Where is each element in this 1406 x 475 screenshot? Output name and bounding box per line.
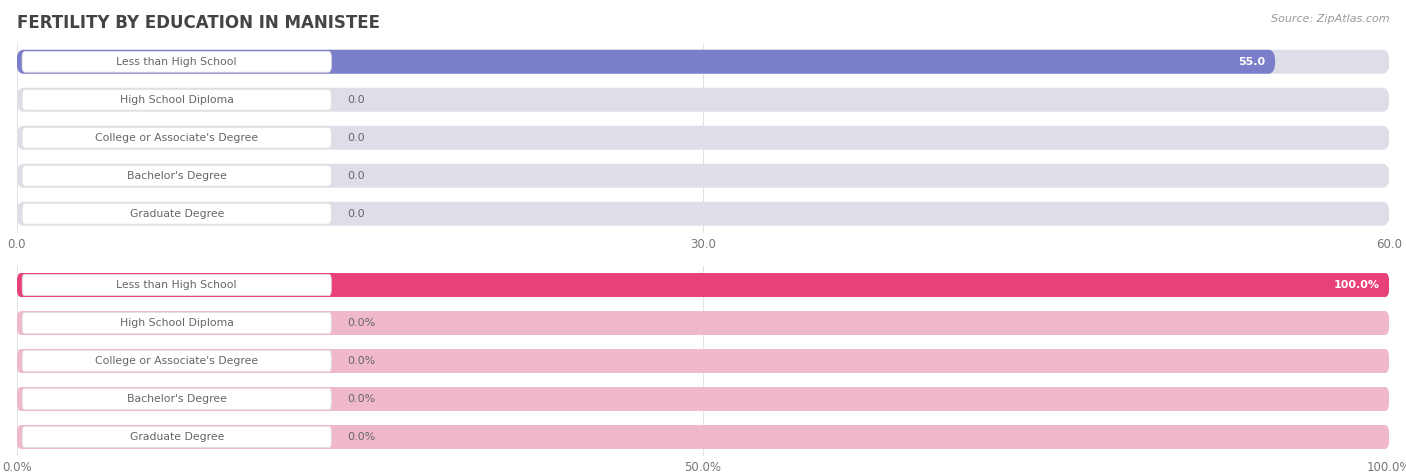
Text: College or Associate's Degree: College or Associate's Degree xyxy=(96,133,259,143)
FancyBboxPatch shape xyxy=(22,203,332,224)
Text: High School Diploma: High School Diploma xyxy=(120,95,233,105)
Text: Bachelor's Degree: Bachelor's Degree xyxy=(127,394,226,404)
FancyBboxPatch shape xyxy=(22,89,332,110)
FancyBboxPatch shape xyxy=(22,389,332,409)
Text: 0.0: 0.0 xyxy=(347,133,366,143)
Text: High School Diploma: High School Diploma xyxy=(120,318,233,328)
FancyBboxPatch shape xyxy=(17,349,1389,373)
Text: 0.0: 0.0 xyxy=(347,95,366,105)
FancyBboxPatch shape xyxy=(22,313,332,333)
FancyBboxPatch shape xyxy=(17,164,1389,188)
FancyBboxPatch shape xyxy=(17,126,1389,150)
FancyBboxPatch shape xyxy=(22,127,332,148)
Text: Graduate Degree: Graduate Degree xyxy=(129,209,224,219)
Text: 0.0%: 0.0% xyxy=(347,356,375,366)
Text: 0.0%: 0.0% xyxy=(347,394,375,404)
FancyBboxPatch shape xyxy=(22,275,332,295)
FancyBboxPatch shape xyxy=(22,351,332,371)
Text: Less than High School: Less than High School xyxy=(117,57,238,67)
Text: 0.0%: 0.0% xyxy=(347,432,375,442)
FancyBboxPatch shape xyxy=(22,427,332,447)
FancyBboxPatch shape xyxy=(17,387,1389,411)
FancyBboxPatch shape xyxy=(17,202,1389,226)
FancyBboxPatch shape xyxy=(17,273,1389,297)
FancyBboxPatch shape xyxy=(17,273,1389,297)
FancyBboxPatch shape xyxy=(22,165,332,186)
Text: 100.0%: 100.0% xyxy=(1333,280,1379,290)
Text: Bachelor's Degree: Bachelor's Degree xyxy=(127,171,226,181)
Text: 0.0: 0.0 xyxy=(347,171,366,181)
FancyBboxPatch shape xyxy=(17,88,1389,112)
FancyBboxPatch shape xyxy=(17,311,1389,335)
FancyBboxPatch shape xyxy=(17,50,1275,74)
FancyBboxPatch shape xyxy=(22,51,332,72)
Text: Source: ZipAtlas.com: Source: ZipAtlas.com xyxy=(1271,14,1389,24)
Text: 0.0%: 0.0% xyxy=(347,318,375,328)
Text: College or Associate's Degree: College or Associate's Degree xyxy=(96,356,259,366)
Text: FERTILITY BY EDUCATION IN MANISTEE: FERTILITY BY EDUCATION IN MANISTEE xyxy=(17,14,380,32)
FancyBboxPatch shape xyxy=(17,425,1389,449)
Text: Graduate Degree: Graduate Degree xyxy=(129,432,224,442)
FancyBboxPatch shape xyxy=(17,50,1389,74)
Text: Less than High School: Less than High School xyxy=(117,280,238,290)
Text: 0.0: 0.0 xyxy=(347,209,366,219)
Text: 55.0: 55.0 xyxy=(1239,57,1265,67)
